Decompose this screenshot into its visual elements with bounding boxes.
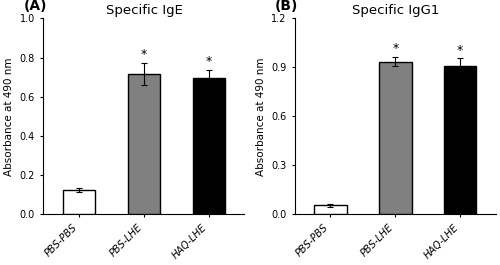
Text: *: * <box>392 42 398 55</box>
Bar <box>379 61 412 214</box>
Text: (B): (B) <box>275 0 298 13</box>
Bar <box>63 190 96 214</box>
Bar <box>128 74 160 214</box>
Title: Specific IgG1: Specific IgG1 <box>352 4 439 17</box>
Title: Specific IgE: Specific IgE <box>106 4 182 17</box>
Bar <box>314 205 346 214</box>
Text: *: * <box>141 48 147 61</box>
Bar <box>192 78 225 214</box>
Bar <box>444 66 476 214</box>
Y-axis label: Absorbance at 490 nm: Absorbance at 490 nm <box>256 57 266 175</box>
Text: *: * <box>457 44 464 57</box>
Text: (A): (A) <box>24 0 47 13</box>
Text: *: * <box>206 55 212 68</box>
Y-axis label: Absorbance at 490 nm: Absorbance at 490 nm <box>4 57 14 175</box>
